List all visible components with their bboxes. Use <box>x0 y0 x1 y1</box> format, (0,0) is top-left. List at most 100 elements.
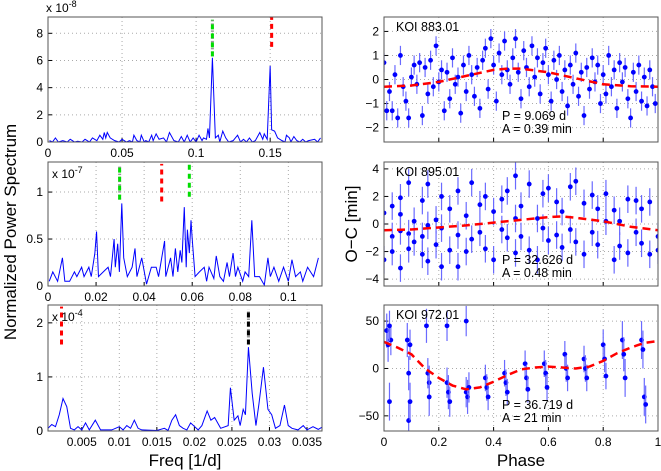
y-tick-label: 4 <box>36 81 43 95</box>
x-tick-label: 0.15 <box>258 146 282 160</box>
y-tick-label: 0 <box>372 73 379 87</box>
x-tick-label: 0.6 <box>540 435 557 449</box>
data-point <box>406 180 412 186</box>
data-point <box>469 72 475 78</box>
data-point <box>518 234 524 239</box>
x-tick-label: 1 <box>655 435 661 449</box>
data-point <box>633 89 639 94</box>
data-point <box>439 67 444 73</box>
data-point <box>630 69 636 75</box>
data-point <box>525 386 531 392</box>
data-point <box>493 98 499 104</box>
data-point <box>546 238 551 243</box>
x-tick-label: 0.8 <box>595 435 612 449</box>
x-tick-label: 0.025 <box>217 435 247 449</box>
data-point <box>477 229 483 235</box>
y-tick-label: 50 <box>366 314 380 328</box>
data-point <box>458 110 464 116</box>
data-point <box>433 43 439 49</box>
data-point <box>485 394 491 400</box>
y-tick-label: 2 <box>36 316 43 330</box>
data-point <box>513 173 518 179</box>
data-point <box>535 55 540 61</box>
x-tick-label: 0.005 <box>67 435 97 449</box>
data-point <box>419 113 425 118</box>
data-point <box>562 67 568 73</box>
plot-area <box>384 29 658 128</box>
data-point <box>444 69 450 75</box>
data-point <box>504 389 510 395</box>
plot-area <box>49 17 321 142</box>
data-point <box>455 188 461 194</box>
data-point <box>444 323 450 329</box>
data-point <box>455 232 461 238</box>
data-point <box>595 62 601 68</box>
data-point <box>546 72 551 78</box>
data-point <box>532 74 538 80</box>
data-point <box>513 250 518 256</box>
y-tick-label: 2 <box>372 24 379 38</box>
data-point <box>502 38 507 44</box>
data-point <box>614 105 620 111</box>
panel-spectrum-3: 0.005 0.01 0.015 0.02 0.025 0.03 0.035 0 1 2 x 10-… <box>36 304 323 470</box>
data-point <box>419 234 425 239</box>
data-point <box>426 394 432 400</box>
data-point <box>466 53 472 58</box>
data-point <box>518 203 524 209</box>
y-tick-label: 0 <box>372 361 379 375</box>
plot-area <box>48 163 319 286</box>
plot-area <box>384 162 658 282</box>
data-point <box>491 62 496 68</box>
data-point <box>472 93 477 99</box>
data-point <box>540 60 546 66</box>
fit-curve <box>384 67 658 88</box>
y-tick-label: −1 <box>365 97 379 111</box>
data-point <box>567 184 573 190</box>
data-point <box>433 217 439 223</box>
y-tick-label: 4 <box>372 162 379 176</box>
data-point <box>488 36 494 42</box>
y-tick-label: −4 <box>365 272 379 286</box>
data-point <box>639 240 644 246</box>
data-point <box>611 257 617 263</box>
data-point <box>447 399 453 405</box>
data-point <box>398 53 403 58</box>
data-point <box>554 199 560 205</box>
data-point <box>411 218 417 224</box>
data-point <box>600 72 606 78</box>
y-tick-label: 8 <box>36 26 43 40</box>
data-point <box>559 245 565 250</box>
data-point <box>611 67 617 73</box>
data-point <box>581 113 587 118</box>
data-point <box>587 86 592 92</box>
data-point <box>565 375 570 381</box>
data-point <box>609 84 614 90</box>
data-point <box>565 103 570 109</box>
axes-frame <box>47 161 323 287</box>
data-point <box>455 264 461 270</box>
x-tick-label: 0 <box>45 290 52 304</box>
data-point <box>544 385 550 390</box>
data-point <box>392 72 398 78</box>
fit-curve <box>384 215 658 232</box>
data-point <box>439 264 444 270</box>
data-point <box>655 247 658 253</box>
data-point <box>644 103 650 109</box>
data-point <box>573 50 579 56</box>
data-point <box>617 218 623 224</box>
data-point <box>540 225 546 231</box>
data-point <box>477 105 483 111</box>
data-point <box>425 258 431 264</box>
data-point <box>447 96 453 102</box>
data-point <box>625 196 631 202</box>
data-point <box>647 199 653 205</box>
data-point <box>407 399 413 405</box>
data-point <box>406 115 412 121</box>
data-point <box>573 178 579 184</box>
data-point <box>652 101 658 106</box>
data-point <box>485 86 491 92</box>
data-point <box>554 232 560 238</box>
data-point <box>424 323 429 329</box>
y-axis-label: O−C [min] <box>342 186 361 263</box>
